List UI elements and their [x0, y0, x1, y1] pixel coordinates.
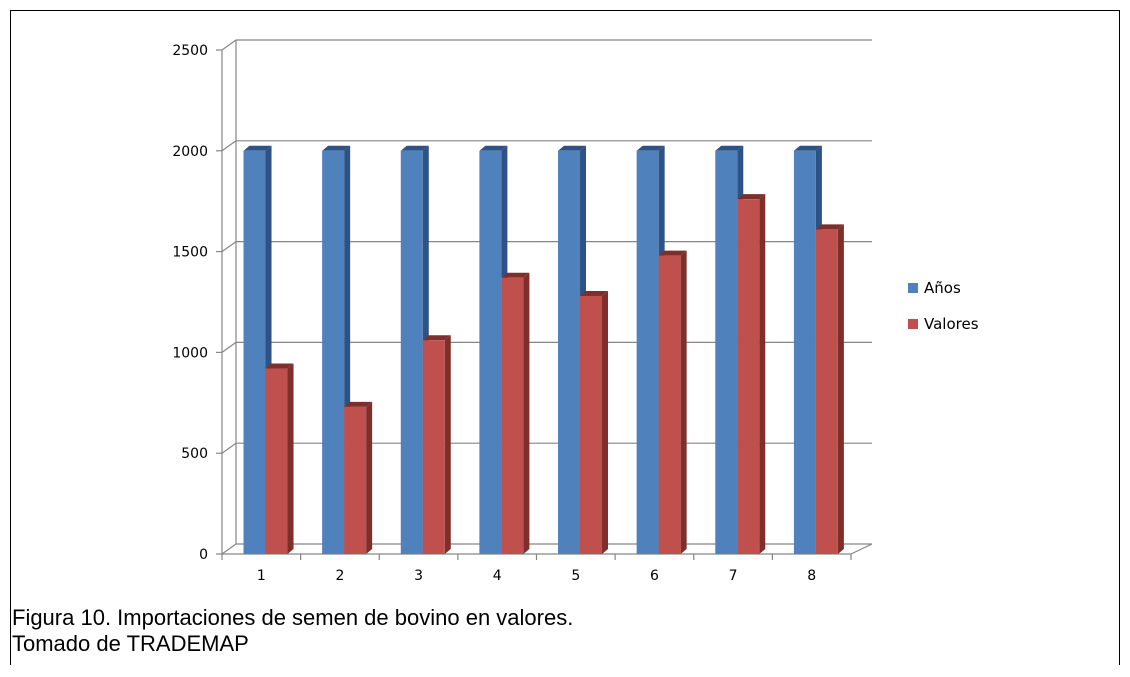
gridline-side — [221, 543, 237, 555]
caption-line-2: Tomado de TRADEMAP — [12, 631, 249, 656]
x-tick-label: 1 — [257, 568, 266, 584]
bar-top — [322, 145, 351, 151]
bar-front — [715, 150, 738, 555]
bar-top — [658, 250, 687, 256]
y-tick-label: 2500 — [172, 43, 208, 59]
bar-front — [344, 406, 367, 554]
bar-top — [636, 145, 665, 151]
y-tick-label: 500 — [181, 446, 208, 462]
gridline-side — [221, 341, 237, 353]
x-tick-label: 4 — [493, 568, 502, 584]
bar-top — [793, 145, 822, 151]
x-axis-ticks: 1 2 3 4 5 6 7 8 — [221, 554, 852, 584]
caption-line-1: Figura 10. Importaciones de semen de bov… — [12, 605, 574, 630]
bar-top — [344, 401, 373, 407]
y-tick-label: 2000 — [172, 144, 208, 160]
bar-front — [815, 229, 838, 554]
bar-top — [501, 272, 530, 278]
x-tick-label: 5 — [571, 568, 580, 584]
x-tick-label: 6 — [650, 568, 659, 584]
bar-side — [837, 224, 844, 554]
bar-side — [680, 250, 687, 554]
axes — [221, 40, 873, 555]
bar-front — [400, 150, 423, 555]
bar-front — [243, 150, 266, 555]
bar-side — [444, 335, 451, 554]
x-tick-label: 8 — [807, 568, 816, 584]
bar-top — [479, 145, 508, 151]
bar-side — [759, 194, 766, 554]
bar-front — [793, 150, 816, 555]
bar-valores-3 — [422, 335, 451, 554]
x-tick-label: 3 — [414, 568, 423, 584]
bar-front — [322, 150, 345, 555]
bar-chart: 0 500 1000 1500 2000 2500 1 2 3 4 5 6 7 8 Años Valore… — [172, 39, 979, 584]
y-tick-label: 1500 — [172, 245, 208, 261]
bar-valores-6 — [658, 250, 687, 554]
bars — [243, 145, 844, 555]
bar-front — [658, 255, 681, 554]
bar-top — [580, 290, 609, 296]
bar-valores-7 — [737, 194, 766, 554]
x-tick-label: 7 — [729, 568, 738, 584]
bar-top — [558, 145, 587, 151]
figure-caption: Figura 10. Importaciones de semen de bov… — [12, 605, 573, 657]
gridline-side — [221, 442, 237, 454]
legend-swatch-anos — [908, 283, 918, 293]
bar-front — [580, 295, 603, 554]
bar-front — [422, 340, 445, 554]
bar-top — [400, 145, 429, 151]
gridlines — [221, 39, 872, 555]
bar-valores-5 — [580, 290, 609, 554]
legend-label-valores: Valores — [924, 315, 979, 333]
bar-side — [287, 363, 294, 554]
legend-swatch-valores — [908, 319, 918, 329]
gridline-side — [221, 39, 237, 51]
bar-top — [243, 145, 272, 151]
x-tick-label: 2 — [335, 568, 344, 584]
legend: Años Valores — [908, 279, 979, 333]
bar-top — [265, 363, 294, 369]
bar-front — [636, 150, 659, 555]
bar-side — [366, 401, 373, 554]
bar-side — [523, 272, 530, 554]
bar-front — [737, 199, 760, 554]
y-tick-label: 1000 — [172, 345, 208, 361]
bar-valores-8 — [815, 224, 844, 554]
gridline-side — [221, 241, 237, 253]
figure-frame — [10, 10, 1120, 665]
bar-valores-1 — [265, 363, 294, 554]
bar-top — [422, 335, 451, 341]
bar-top — [715, 145, 744, 151]
bar-front — [501, 277, 524, 554]
y-tick-label: 0 — [199, 547, 208, 563]
bar-front — [265, 368, 288, 554]
legend-label-anos: Años — [924, 279, 961, 297]
bar-top — [737, 194, 766, 200]
floor-right-edge — [850, 543, 873, 555]
bar-valores-4 — [501, 272, 530, 554]
y-axis-ticks: 0 500 1000 1500 2000 2500 — [172, 43, 222, 563]
gridline-side — [221, 140, 237, 152]
bar-top — [815, 224, 844, 230]
bar-front — [479, 150, 502, 555]
bar-side — [602, 290, 609, 554]
bar-front — [558, 150, 581, 555]
bar-valores-2 — [344, 401, 373, 554]
